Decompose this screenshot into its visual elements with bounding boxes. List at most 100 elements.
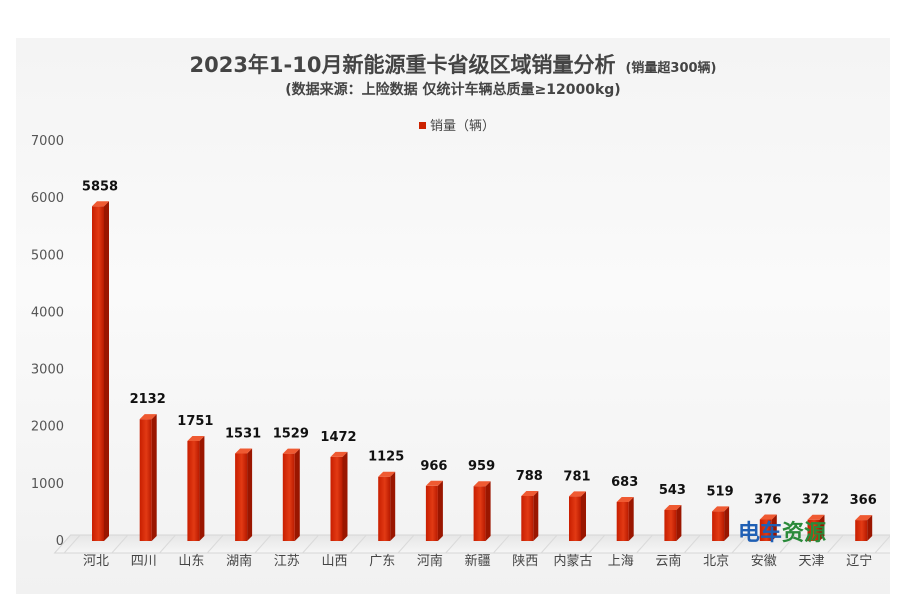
- floor-divider: [683, 534, 701, 554]
- bar-side: [390, 471, 396, 541]
- bar-side: [771, 514, 777, 541]
- floor-divider: [588, 534, 606, 554]
- value-label: 1125: [368, 450, 404, 465]
- floor-divider: [826, 534, 844, 554]
- bar-front: [521, 495, 534, 541]
- floor-divider: [302, 534, 320, 554]
- legend-swatch: [419, 122, 426, 129]
- bars: [92, 201, 873, 541]
- category-label: 新疆: [465, 553, 491, 569]
- category-label: 山东: [178, 554, 204, 569]
- bar-side: [104, 201, 109, 541]
- category-label: 上海: [608, 554, 634, 569]
- bar-top: [616, 496, 634, 502]
- bar-side: [247, 448, 253, 541]
- bar-front: [92, 206, 104, 541]
- category-label: 山西: [321, 554, 347, 569]
- value-label: 543: [659, 483, 686, 498]
- watermark: 电车资源: [738, 520, 826, 546]
- bar-front: [807, 519, 820, 541]
- bar-front: [282, 453, 295, 541]
- bar-top: [473, 481, 491, 487]
- category-label: 河北: [83, 554, 109, 569]
- value-label: 1531: [225, 427, 261, 442]
- y-tick-label: 5000: [31, 248, 64, 263]
- bar-top: [92, 201, 109, 207]
- bar-side: [581, 491, 586, 541]
- value-label: 1472: [320, 430, 356, 445]
- value-label: 966: [420, 459, 447, 474]
- bar-front: [330, 456, 343, 541]
- value-label: 376: [754, 493, 781, 508]
- category-label: 安徽: [751, 554, 777, 569]
- floor-plane: [53, 534, 890, 554]
- value-label: 1751: [177, 414, 213, 429]
- bar-top: [330, 451, 348, 457]
- bar-side: [485, 481, 491, 541]
- watermark-part-2: 资源: [782, 521, 826, 546]
- legend: 销量（辆）: [419, 119, 495, 134]
- bar-side: [533, 490, 539, 541]
- bar-front: [378, 476, 391, 541]
- floor-divider: [111, 534, 129, 554]
- bar-top: [425, 480, 443, 486]
- bar: [282, 448, 300, 541]
- bar: [235, 448, 253, 541]
- value-label: 788: [516, 469, 543, 484]
- bar-top: [855, 515, 873, 521]
- chart-title-note: (销量超300辆): [625, 60, 716, 76]
- bar-side: [342, 451, 348, 541]
- bar: [807, 514, 825, 541]
- bar-front: [569, 496, 581, 541]
- bar: [187, 435, 205, 541]
- bar-top: [759, 514, 777, 520]
- category-label: 广东: [369, 554, 395, 569]
- bar-top: [664, 504, 682, 510]
- bar-top: [378, 471, 396, 477]
- floor-divider: [636, 534, 653, 554]
- bar-top: [807, 514, 825, 520]
- floor-divider: [540, 534, 558, 554]
- category-label: 陕西: [512, 554, 538, 569]
- bar-top: [139, 414, 157, 420]
- category-label: 四川: [131, 554, 157, 569]
- bar-top: [569, 491, 586, 497]
- category-label: 北京: [703, 554, 729, 569]
- bar-front: [855, 520, 868, 541]
- bar-top: [235, 448, 253, 454]
- y-tick-label: 1000: [31, 477, 64, 492]
- bar: [759, 514, 777, 541]
- floor-divider: [349, 534, 367, 554]
- chart-title-main: 2023年1-10月新能源重卡省级区域销量分析: [189, 53, 615, 77]
- y-tick-label: 7000: [31, 134, 64, 149]
- bar: [521, 490, 539, 541]
- value-label: 1529: [273, 427, 309, 442]
- y-tick-label: 4000: [31, 305, 64, 320]
- bar: [855, 515, 873, 541]
- bar-side: [151, 414, 157, 541]
- y-tick-label: 2000: [31, 420, 64, 435]
- value-label: 781: [563, 469, 590, 484]
- bar-top: [282, 448, 300, 454]
- floor-divider: [493, 534, 510, 554]
- legend-label: 销量（辆）: [430, 119, 495, 134]
- floor-divider: [445, 534, 463, 554]
- bar: [664, 504, 682, 541]
- y-axis: 0 1000 2000 3000 4000 5000 6000 7000: [31, 134, 64, 549]
- bar-top: [712, 506, 730, 512]
- floor-divider: [159, 534, 176, 554]
- bar-front: [712, 511, 725, 541]
- floor-divider: [254, 534, 272, 554]
- bar-side: [628, 496, 634, 541]
- bar-front: [187, 440, 200, 541]
- bar: [139, 414, 157, 541]
- category-label: 辽宁: [846, 553, 872, 569]
- y-tick-label: 0: [56, 534, 64, 549]
- floor-divider: [874, 535, 890, 554]
- floor-divider: [779, 534, 797, 554]
- chart-subtitle: (数据来源：上险数据 仅统计车辆总质量≥12000kg): [285, 81, 620, 98]
- category-labels: 河北 四川 山东 湖南 江苏 山西 广东 河南 新疆 陕西 内蒙古 上海 云南 北京 安徽 天津 辽宁: [83, 553, 872, 569]
- category-label: 天津: [798, 554, 824, 569]
- value-label: 372: [802, 493, 829, 508]
- bar-front: [759, 519, 772, 541]
